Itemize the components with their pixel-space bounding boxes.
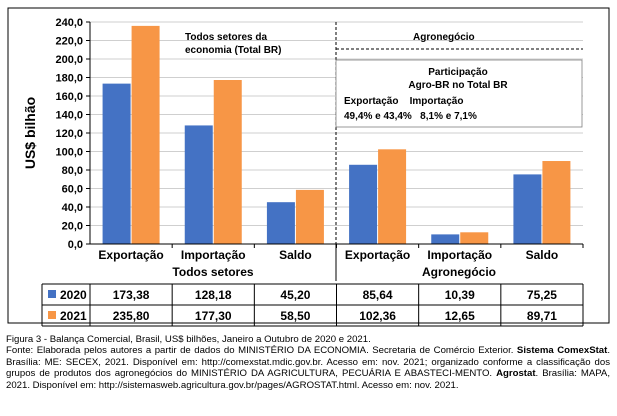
caption-source-sistema: Sistema ComexStat xyxy=(516,345,608,357)
x-category-label: Exportação xyxy=(98,248,163,262)
y-tick-label: 40,0 xyxy=(62,202,83,214)
y-tick-label: 180,0 xyxy=(55,73,83,85)
bar-2020-1 xyxy=(184,125,213,244)
legend-swatch-2021 xyxy=(48,311,56,319)
bar-2020-0 xyxy=(102,83,131,244)
participation-title: Participação xyxy=(428,67,487,78)
figure-caption: Figura 3 - Balança Comercial, Brasil, US… xyxy=(6,334,610,391)
x-category-labels: Exportação Importação Saldo Exportação Impor… xyxy=(98,248,558,262)
bar-2020-4 xyxy=(431,234,460,244)
x-category-label: Saldo xyxy=(526,248,559,262)
y-tick-label: 80,0 xyxy=(62,165,83,177)
gridlines xyxy=(86,21,583,245)
y-tick-label: 220,0 xyxy=(55,36,83,48)
data-table: 2020 173,38 128,18 45,20 85,64 10,39 75,25 2021… xyxy=(41,283,584,327)
y-tick-label: 100,0 xyxy=(55,147,83,159)
caption-source-part3: . Brasília: MAPA, 2021. Disponível em: h… xyxy=(6,368,610,391)
chart-frame xyxy=(7,7,610,324)
y-tick-label: 240,0 xyxy=(55,17,83,29)
y-axis-label: US$ bilhão xyxy=(22,97,38,169)
caption-source-agrostat: Agrostat xyxy=(496,368,536,380)
bar-2020-3 xyxy=(349,164,378,244)
x-category-label: Exportação xyxy=(345,248,410,262)
participation-box xyxy=(335,59,583,128)
x-category-label: Importação xyxy=(181,248,246,262)
bar-2021-5 xyxy=(542,161,571,244)
panel-left-label-line2: economia (Total BR) xyxy=(185,45,281,56)
group-label-agronegocio: Agronegócio xyxy=(422,265,496,279)
group-label-todos-setores: Todos setores xyxy=(172,265,253,279)
table-value-2021-4: 12,65 xyxy=(445,309,475,323)
table-value-2021-1: 177,30 xyxy=(195,309,232,323)
table-value-2020-4: 10,39 xyxy=(445,288,475,302)
y-tick-label: 120,0 xyxy=(55,128,83,140)
table-value-2020-3: 85,64 xyxy=(363,288,393,302)
bar-2021-0 xyxy=(131,25,160,245)
y-tick-label: 200,0 xyxy=(55,54,83,66)
legend-label-2021: 2021 xyxy=(60,309,87,323)
table-value-2021-3: 102,36 xyxy=(359,309,396,323)
table-value-2020-0: 173,38 xyxy=(113,288,150,302)
participation-values: 49,4% e 43,4% 8,1% e 7,1% xyxy=(344,111,477,122)
table-value-2020-2: 45,20 xyxy=(280,288,310,302)
caption-source-part2: . Brasília: ME: SECEX, 2021. Disponível … xyxy=(6,345,611,380)
table-value-2021-2: 58,50 xyxy=(280,309,310,323)
caption-source-part1: Fonte: Elaborada pelos autores a partir … xyxy=(6,345,514,357)
bars xyxy=(102,25,584,281)
legend-label-2020: 2020 xyxy=(60,288,87,302)
bar-2020-5 xyxy=(513,174,542,244)
bar-2021-3 xyxy=(378,149,407,244)
bar-2021-4 xyxy=(460,232,489,244)
bar-2021-1 xyxy=(213,79,242,244)
y-tick-label: 0,0 xyxy=(68,239,83,251)
panel-left-label-line1: Todos setores da xyxy=(185,32,267,43)
y-tick-label: 140,0 xyxy=(55,110,83,122)
x-category-label: Saldo xyxy=(279,248,312,262)
table-value-2021-0: 235,80 xyxy=(113,309,150,323)
bar-2020-2 xyxy=(266,202,295,244)
table-value-2020-1: 128,18 xyxy=(195,288,232,302)
bar-2021-2 xyxy=(295,189,324,244)
y-tick-labels: 0,0 20,0 40,0 60,0 80,0 100,0 120,0 140,0 160,0 1… xyxy=(55,17,83,251)
table-value-2021-5: 89,71 xyxy=(527,309,557,323)
y-tick-label: 160,0 xyxy=(55,91,83,103)
caption-title: Figura 3 - Balança Comercial, Brasil, US… xyxy=(6,334,371,345)
legend-swatch-2020 xyxy=(48,290,56,298)
x-category-label: Importação xyxy=(427,248,492,262)
participation-headers: Exportação Importação xyxy=(344,96,463,107)
table-value-2020-5: 75,25 xyxy=(527,288,557,302)
y-tick-label: 20,0 xyxy=(62,221,83,233)
panel-right-label: Agronegócio xyxy=(413,32,475,43)
y-tick-label: 60,0 xyxy=(62,184,83,196)
participation-subtitle: Agro-BR no Total BR xyxy=(408,80,508,91)
caption-source: Fonte: Elaborada pelos autores a partir … xyxy=(6,345,610,391)
